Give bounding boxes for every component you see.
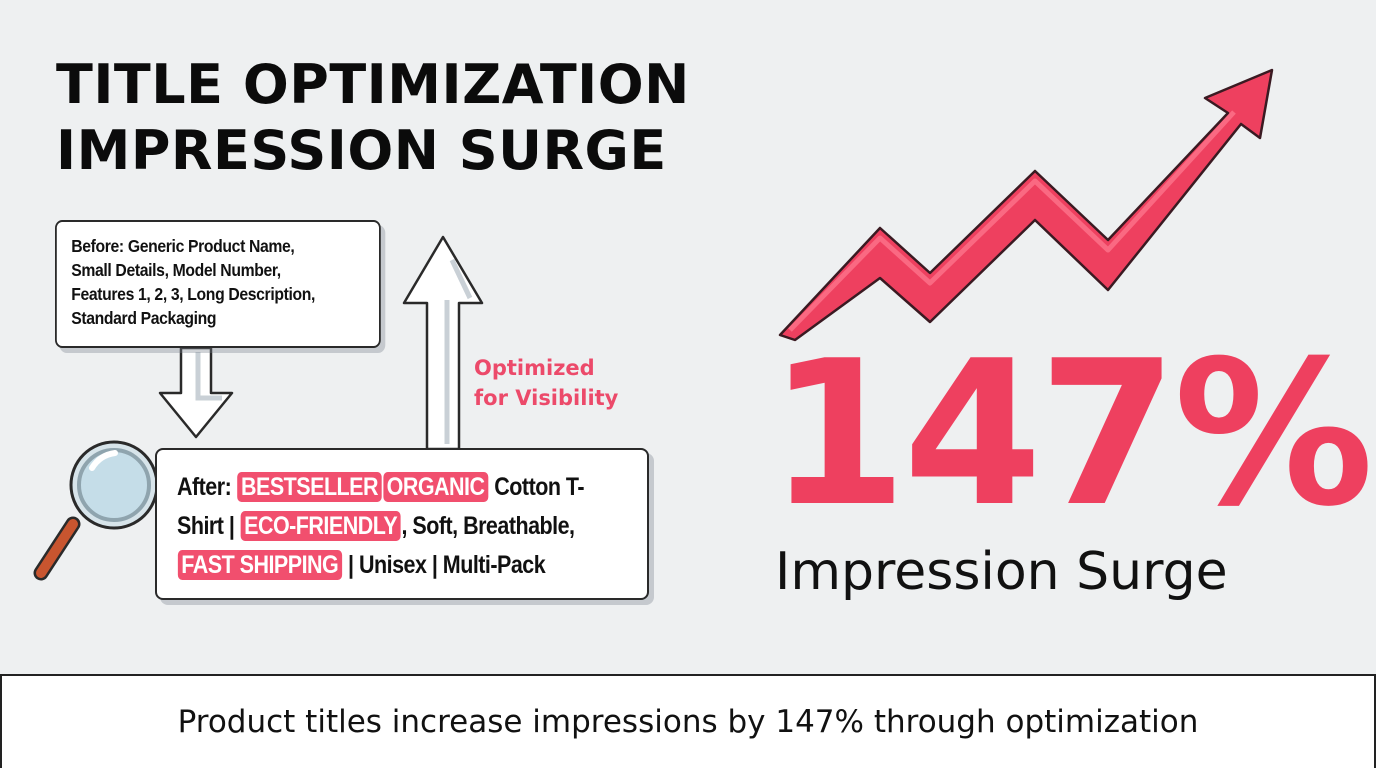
before-line: Standard Packaging: [71, 308, 217, 328]
title-line-1: TITLE OPTIMIZATION: [56, 53, 690, 116]
footer-caption-bar: Product titles increase impressions by 1…: [0, 674, 1376, 768]
stat-value: 147%: [768, 318, 1374, 551]
keyword-tag: FAST SHIPPING: [177, 550, 342, 580]
before-title-box: Before: Generic Product Name, Small Deta…: [55, 220, 381, 348]
up-arrow-icon: [402, 235, 484, 451]
keyword-tag: ECO-FRIENDLY: [240, 511, 401, 541]
magnifier-icon: [33, 440, 159, 581]
keyword-tag: ORGANIC: [383, 472, 488, 502]
after-title-box: After: BESTSELLER ORGANIC Cotton T- Shirt…: [155, 448, 649, 600]
after-prefix: After:: [177, 473, 232, 501]
stat-label: Impression Surge: [775, 542, 1228, 602]
page-title: TITLE OPTIMIZATION IMPRESSION SURGE: [56, 52, 690, 184]
surge-arrow-icon: [778, 68, 1274, 342]
after-text: , Soft, Breathable,: [401, 512, 575, 540]
optimized-label: Optimized for Visibility: [474, 353, 618, 413]
after-text: Shirt |: [177, 512, 235, 540]
before-line: Features 1, 2, 3, Long Description,: [71, 284, 316, 304]
optimized-line-1: Optimized: [474, 356, 595, 380]
title-line-2: IMPRESSION SURGE: [56, 119, 667, 182]
keyword-tag: BESTSELLER: [237, 472, 382, 502]
before-line: Small Details, Model Number,: [71, 260, 281, 280]
after-text: Cotton T-: [494, 473, 584, 501]
after-text: | Unisex | Multi-Pack: [348, 551, 546, 579]
optimized-line-2: for Visibility: [474, 386, 619, 410]
footer-caption: Product titles increase impressions by 1…: [177, 704, 1199, 740]
before-line: Before: Generic Product Name,: [71, 236, 295, 256]
